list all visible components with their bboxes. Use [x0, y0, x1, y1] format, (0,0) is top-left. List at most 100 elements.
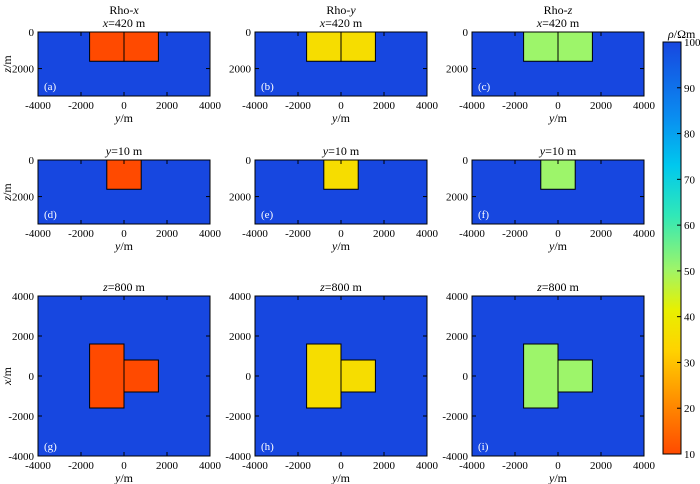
column-title: Rho-x	[109, 3, 139, 17]
column-title: Rho-y	[326, 3, 356, 17]
panel-title: y=10 m	[539, 144, 577, 158]
x-tick-label: 2000	[373, 100, 396, 112]
panel-h: -4000 -2000 0 2000 4000 -4000 -2000 0 2000 4000 (h…	[225, 280, 438, 484]
x-tick-label: 0	[338, 228, 344, 240]
y-tick-label: 0	[246, 155, 252, 167]
y-tick-label: 4000	[12, 291, 35, 303]
x-tick-label: -2000	[68, 228, 94, 240]
y-tick-label: 0	[246, 27, 252, 39]
x-tick-label: 4000	[416, 228, 439, 240]
y-tick-label: 0	[463, 155, 469, 167]
x-axis-label: y/m	[114, 471, 134, 484]
panel-title: x=420 m	[102, 16, 146, 30]
y-tick-label: 0	[29, 155, 35, 167]
x-axis-label: y/m	[331, 471, 351, 484]
anomaly-block-1	[89, 343, 125, 409]
x-tick-label: -4000	[242, 100, 268, 112]
x-tick-label: 0	[555, 228, 561, 240]
panel-title: z=800 m	[102, 280, 145, 294]
panel-d: -4000 -2000 0 2000 4000 0 2000 (d) y=10 m y/m z/m	[0, 144, 222, 253]
y-axis-label: x/m	[0, 366, 14, 386]
x-tick-label: -2000	[285, 460, 311, 472]
y-tick-label: 0	[246, 371, 252, 383]
anomaly-block-1	[523, 343, 559, 409]
anomaly-block-2	[557, 31, 593, 62]
anomaly-block-2	[123, 31, 159, 62]
y-tick-label: 0	[29, 371, 35, 383]
panel-g: -4000 -2000 0 2000 4000 -4000 -2000 0 2000 4000 (g…	[0, 280, 222, 484]
y-tick-label: 2000	[12, 64, 35, 76]
x-tick-label: 2000	[373, 228, 396, 240]
column-title: Rho-z	[544, 3, 573, 17]
colorbar-tick-label: 40	[684, 312, 696, 324]
x-tick-label: -4000	[25, 460, 51, 472]
y-tick-label: 0	[29, 27, 35, 39]
x-tick-label: 2000	[156, 228, 179, 240]
x-tick-label: -4000	[242, 460, 268, 472]
x-tick-label: 4000	[633, 228, 656, 240]
x-tick-label: 0	[121, 228, 127, 240]
colorbar-tick-label: 10	[684, 449, 696, 461]
x-tick-label: 2000	[590, 460, 613, 472]
anomaly-block-2	[123, 359, 159, 393]
anomaly-block-1	[323, 159, 359, 190]
panel-title: y=10 m	[322, 144, 360, 158]
x-tick-label: -2000	[502, 460, 528, 472]
panel-a: -4000 -2000 0 2000 4000 0 2000 (a) Rho-xx=420 m y…	[0, 3, 222, 125]
panel-e: -4000 -2000 0 2000 4000 0 2000 (e) y=10 m y/m	[229, 144, 439, 253]
x-tick-label: -2000	[502, 228, 528, 240]
anomaly-block-2	[340, 359, 376, 393]
y-tick-label: 2000	[446, 192, 469, 204]
x-tick-label: -2000	[68, 460, 94, 472]
anomaly-block-1	[89, 31, 125, 62]
anomaly-block-1	[106, 159, 142, 190]
x-axis-label: y/m	[548, 239, 568, 253]
x-tick-label: 0	[121, 100, 127, 112]
y-axis-label: z/m	[0, 183, 14, 202]
x-tick-label: 2000	[156, 460, 179, 472]
y-tick-label: 2000	[229, 64, 252, 76]
x-axis-label: y/m	[548, 111, 568, 125]
y-tick-label: 2000	[229, 192, 252, 204]
panel-title: z=800 m	[536, 280, 579, 294]
panel-i: -4000 -2000 0 2000 4000 -4000 -2000 0 2000 4000 (i…	[442, 280, 655, 484]
x-tick-label: 4000	[199, 228, 222, 240]
y-tick-label: 4000	[229, 291, 252, 303]
panel-title: x=420 m	[536, 16, 580, 30]
panel-c: -4000 -2000 0 2000 4000 0 2000 (c) Rho-zx=420 m y…	[446, 3, 656, 125]
panel-letter: (e)	[261, 209, 274, 221]
x-tick-label: -4000	[25, 100, 51, 112]
y-tick-label: -4000	[225, 451, 251, 463]
colorbar-tick-label: 70	[684, 174, 696, 186]
x-tick-label: 2000	[590, 228, 613, 240]
colorbar-gradient	[662, 41, 682, 455]
panel-title: x=420 m	[319, 16, 363, 30]
y-tick-label: 2000	[229, 331, 252, 343]
colorbar-tick-label: 50	[684, 266, 696, 278]
panel-title: z=800 m	[319, 280, 362, 294]
x-tick-label: 2000	[590, 100, 613, 112]
x-tick-label: -2000	[502, 100, 528, 112]
panel-letter: (g)	[44, 441, 57, 453]
colorbar-tick-label: 30	[684, 357, 696, 369]
x-tick-label: 4000	[633, 100, 656, 112]
x-axis-label: y/m	[114, 111, 134, 125]
x-tick-label: -2000	[285, 228, 311, 240]
panel-letter: (a)	[44, 81, 57, 93]
y-tick-label: -2000	[442, 411, 468, 423]
x-tick-label: 0	[555, 460, 561, 472]
y-axis-label: z/m	[0, 55, 14, 74]
colorbar-tick-label: 20	[684, 403, 696, 415]
y-tick-label: 2000	[446, 331, 469, 343]
x-tick-label: -4000	[242, 228, 268, 240]
colorbar-label: ρ/Ωm	[667, 27, 696, 41]
panel-letter: (i)	[478, 441, 489, 453]
panel-f: -4000 -2000 0 2000 4000 0 2000 (f) y=10 m y/m	[446, 144, 656, 253]
x-tick-label: -4000	[459, 100, 485, 112]
anomaly-block-1	[523, 31, 559, 62]
x-tick-label: 0	[555, 100, 561, 112]
x-tick-label: 4000	[633, 460, 656, 472]
panel-letter: (d)	[44, 209, 57, 221]
